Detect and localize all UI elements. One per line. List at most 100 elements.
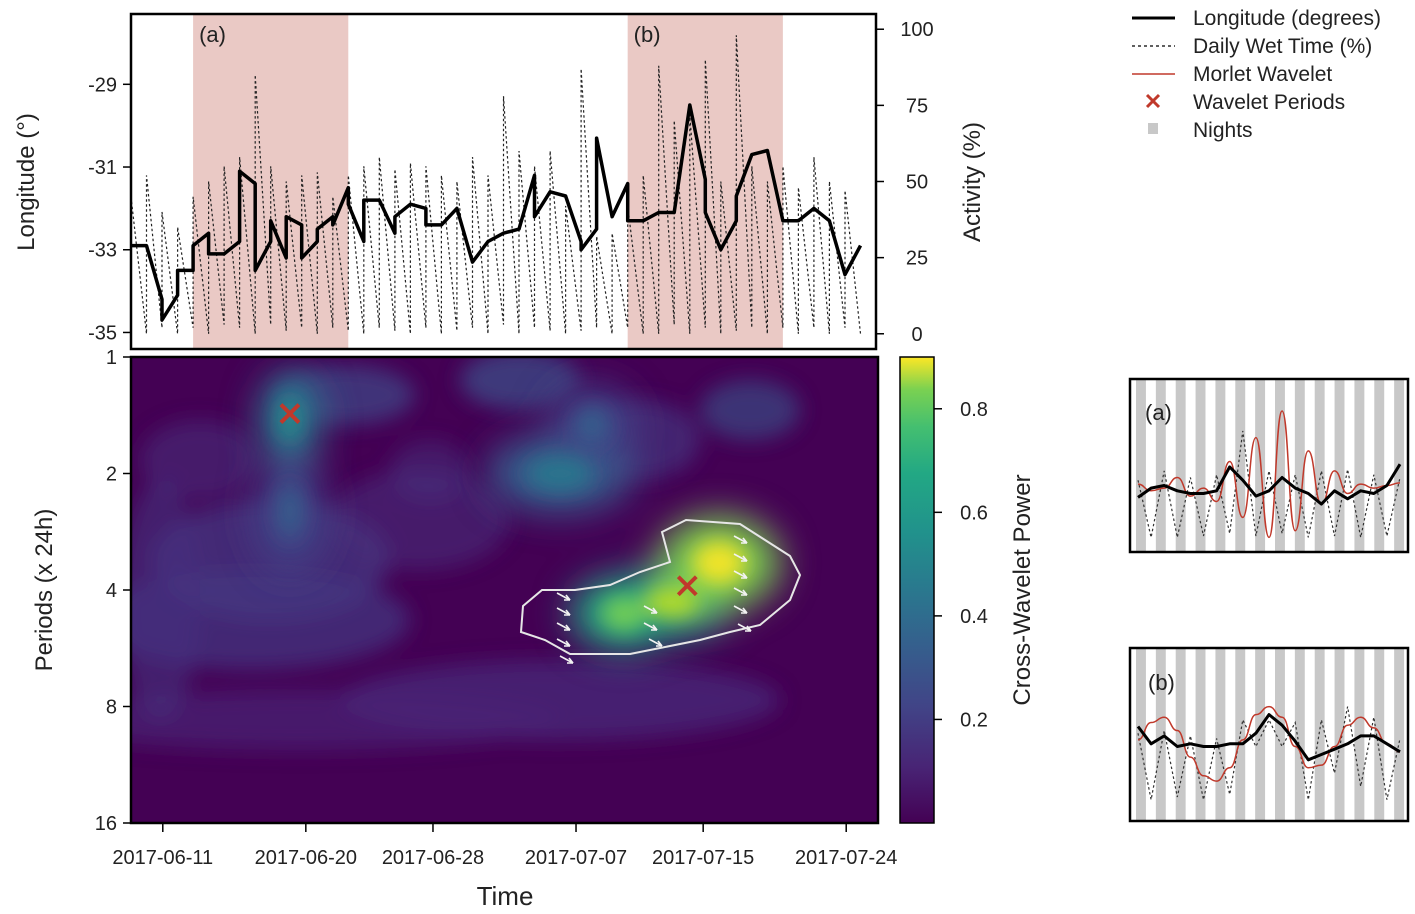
colorbar-tick-label: 0.8 <box>960 399 988 421</box>
phase-arrow <box>733 587 748 596</box>
top-right-tick-label: 100 <box>900 19 933 41</box>
phase-arrow <box>733 605 748 614</box>
heatmap-texture <box>131 570 410 670</box>
top-right-tick-label: 25 <box>906 248 928 270</box>
night-band <box>1235 648 1246 821</box>
heatmap-x-axis-label: Time <box>477 881 534 911</box>
power-core <box>601 596 646 631</box>
night-band <box>1215 648 1226 821</box>
heatmap-y-axis-label: Periods (x 24h) <box>31 509 58 672</box>
top-left-tick-label: -29 <box>88 74 117 96</box>
heatmap-y-tick-label: 8 <box>106 697 117 719</box>
wavelet-period-marker <box>676 575 698 597</box>
legend-label-wet-time: Daily Wet Time (%) <box>1193 35 1372 58</box>
inset-series-morlet <box>1137 705 1401 782</box>
wavelet-period-marker <box>279 403 301 424</box>
night-band <box>1394 648 1405 821</box>
heatmap-y-tick-label: 16 <box>95 813 117 835</box>
colorbar: 0.8 0.6 0.4 0.2 Cross-Wavelet Power <box>899 356 1036 824</box>
inset-a-label: (a) <box>1145 400 1172 425</box>
heatmap-texture <box>460 357 580 410</box>
heatmap-x-tick-label: 2017-06-20 <box>255 847 357 869</box>
phase-arrow <box>556 622 571 631</box>
heatmap-texture <box>131 480 200 720</box>
night-band <box>1195 648 1206 821</box>
colorbar-tick-label: 0.4 <box>960 606 988 628</box>
night-band <box>1136 379 1146 552</box>
inset-series-longitude <box>1137 463 1402 506</box>
inset-a-frame <box>1128 377 1410 554</box>
phase-arrow <box>733 570 748 579</box>
night-band <box>1314 648 1325 821</box>
power-core <box>575 407 609 444</box>
period-label-a: (a) <box>199 22 226 47</box>
night-band <box>1294 379 1305 552</box>
legend: Longitude (degrees) Daily Wet Time (%) M… <box>1132 7 1381 142</box>
power-core <box>277 484 303 539</box>
phase-arrow <box>559 655 574 664</box>
series-longitude <box>131 103 863 322</box>
phase-arrow <box>643 622 658 631</box>
power-core <box>692 541 746 585</box>
night-band <box>1215 379 1226 552</box>
heatmap-x-tick-label: 2017-07-07 <box>525 847 627 869</box>
inset-b-label: (b) <box>1148 670 1175 695</box>
heatmap-y-tick-label: 1 <box>106 347 117 369</box>
legend-label-wavelet-periods: Wavelet Periods <box>1193 91 1345 114</box>
heatmap-y-tick-label: 2 <box>106 464 117 486</box>
heatmap-x-tick-label: 2017-07-24 <box>795 847 897 869</box>
heatmap-x-tick-label: 2017-06-11 <box>112 847 213 869</box>
phase-arrow <box>737 623 752 632</box>
night-band <box>1334 648 1345 821</box>
heatmap-x-tick-label: 2017-06-28 <box>382 847 484 869</box>
heatmap-texture <box>140 420 260 500</box>
top-right-axis-label: Activity (%) <box>959 122 986 242</box>
legend-label-morlet: Morlet Wavelet <box>1193 63 1332 86</box>
inset-series-longitude <box>1136 713 1401 762</box>
longitude-activity-panel: (a) (b) -29 -31 -33 -35 100 75 50 25 0 Longitud… <box>13 12 986 351</box>
inset-series-wet-time <box>1137 706 1401 800</box>
legend-swatch-nights <box>1148 123 1158 134</box>
night-band <box>1136 648 1146 821</box>
top-right-tick-label: 0 <box>911 324 922 346</box>
night-band <box>1374 379 1385 552</box>
phase-arrow <box>733 553 748 562</box>
inset-series-morlet <box>1137 410 1401 539</box>
legend-label-longitude: Longitude (degrees) <box>1193 7 1381 30</box>
night-band <box>1275 379 1285 552</box>
power-core <box>643 585 699 619</box>
night-band <box>1235 379 1246 552</box>
phase-arrow <box>556 638 571 647</box>
phase-arrow <box>733 535 748 544</box>
colorbar-gradient <box>899 356 935 824</box>
heatmap-texture <box>131 690 560 750</box>
inset-b-frame <box>1128 646 1410 823</box>
colorbar-tick-label: 0.2 <box>960 709 988 731</box>
top-left-tick-label: -35 <box>88 322 117 344</box>
night-band <box>1354 379 1365 552</box>
heatmap-texture <box>700 380 800 440</box>
heatmap-texture <box>390 440 470 500</box>
night-band <box>1314 379 1325 552</box>
night-band <box>1195 379 1206 552</box>
night-band <box>1255 648 1266 821</box>
night-band <box>1275 648 1285 821</box>
significance-contour <box>519 518 802 655</box>
legend-label-nights: Nights <box>1193 119 1253 142</box>
period-label-b: (b) <box>634 22 661 47</box>
colorbar-tick-label: 0.6 <box>960 502 988 524</box>
night-band <box>1155 379 1166 552</box>
night-band <box>1155 648 1166 821</box>
top-right-tick-label: 50 <box>906 172 928 194</box>
night-band <box>1334 379 1345 552</box>
phase-arrow <box>648 638 663 647</box>
night-band <box>1175 379 1186 552</box>
heatmap-texture <box>330 470 510 570</box>
night-band <box>1294 648 1305 821</box>
heatmap-y-tick-label: 4 <box>106 580 117 602</box>
top-right-tick-label: 75 <box>906 95 928 117</box>
inset-panel-b: (b) <box>1128 646 1410 823</box>
series-daily-wet-time <box>131 35 862 334</box>
legend-swatch-wavelet-periods <box>1145 93 1161 109</box>
